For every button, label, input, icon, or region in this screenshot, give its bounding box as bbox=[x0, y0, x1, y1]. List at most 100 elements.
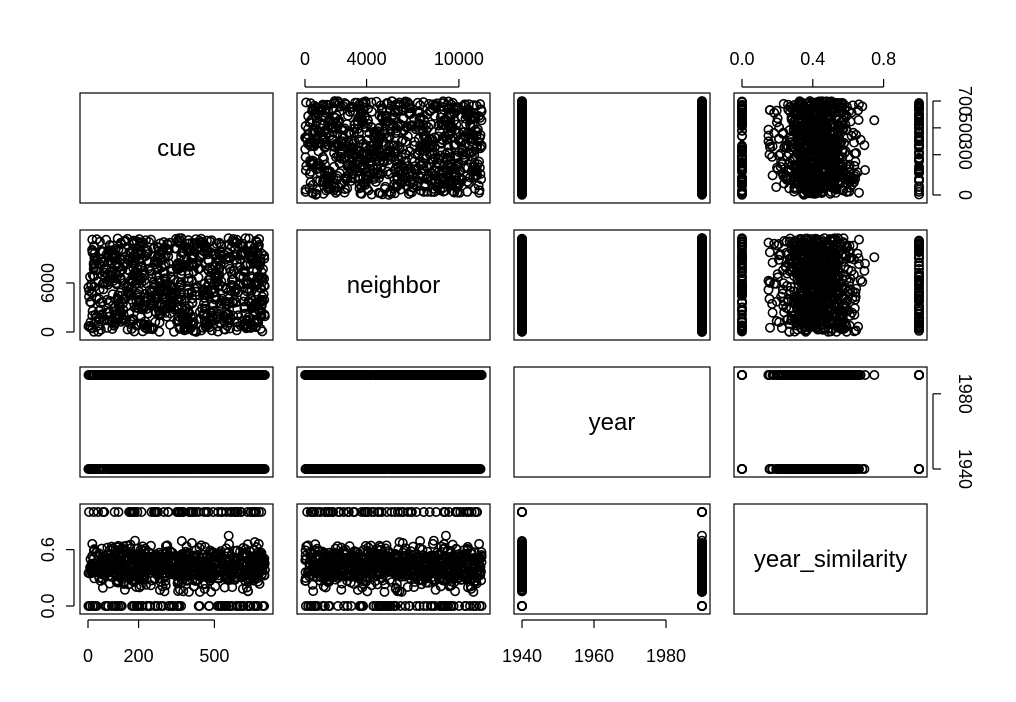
point bbox=[442, 119, 453, 130]
point bbox=[347, 149, 358, 160]
point bbox=[460, 152, 471, 163]
point bbox=[364, 128, 375, 139]
points bbox=[516, 96, 707, 200]
point bbox=[771, 182, 782, 193]
point bbox=[392, 181, 403, 192]
point bbox=[317, 115, 328, 126]
point bbox=[414, 107, 425, 118]
point bbox=[418, 158, 429, 169]
point bbox=[374, 126, 385, 137]
panel-cue-vs-year bbox=[513, 92, 711, 204]
point bbox=[365, 140, 376, 151]
point bbox=[453, 172, 464, 183]
point bbox=[363, 170, 374, 181]
point bbox=[386, 188, 397, 199]
panel-cue-vs-cue: cue bbox=[79, 92, 274, 204]
point bbox=[398, 162, 409, 173]
point bbox=[392, 174, 403, 185]
point bbox=[476, 140, 487, 151]
panel-frame bbox=[79, 92, 274, 204]
point bbox=[405, 163, 416, 174]
point bbox=[443, 159, 454, 170]
point bbox=[321, 136, 332, 147]
point bbox=[368, 164, 379, 175]
point bbox=[305, 166, 316, 177]
points bbox=[736, 96, 924, 200]
point bbox=[474, 162, 485, 173]
point bbox=[336, 141, 347, 152]
point bbox=[435, 185, 446, 196]
point bbox=[334, 168, 345, 179]
point bbox=[375, 132, 386, 143]
point bbox=[357, 117, 368, 128]
point bbox=[324, 166, 335, 177]
point bbox=[413, 177, 424, 188]
point bbox=[423, 141, 434, 152]
point bbox=[380, 181, 391, 192]
point bbox=[325, 183, 336, 194]
point bbox=[418, 114, 429, 125]
point bbox=[475, 169, 486, 180]
panel-frame bbox=[513, 229, 711, 341]
variable-label-cue: cue bbox=[157, 135, 196, 162]
point bbox=[393, 155, 404, 166]
point bbox=[336, 179, 347, 190]
point bbox=[374, 110, 385, 121]
point bbox=[301, 97, 312, 108]
point bbox=[385, 118, 396, 129]
point bbox=[475, 104, 486, 115]
point bbox=[470, 113, 481, 124]
point bbox=[344, 162, 355, 173]
point bbox=[362, 174, 373, 185]
point bbox=[362, 184, 373, 195]
point bbox=[444, 148, 455, 159]
point bbox=[300, 152, 311, 163]
point bbox=[451, 183, 462, 194]
point bbox=[428, 165, 439, 176]
points bbox=[736, 233, 924, 337]
point bbox=[366, 152, 377, 163]
point bbox=[468, 134, 479, 145]
point bbox=[869, 252, 880, 263]
point bbox=[318, 175, 329, 186]
point bbox=[309, 125, 320, 136]
point bbox=[352, 124, 363, 135]
point bbox=[459, 99, 470, 110]
point bbox=[438, 176, 449, 187]
point bbox=[334, 139, 345, 150]
point bbox=[421, 125, 432, 136]
point bbox=[421, 139, 432, 150]
point bbox=[333, 116, 344, 127]
panel-neighbor-vs-neighbor: neighbor bbox=[296, 229, 491, 341]
point bbox=[411, 165, 422, 176]
point bbox=[445, 133, 456, 144]
point bbox=[305, 177, 316, 188]
points bbox=[516, 233, 707, 337]
points bbox=[83, 233, 270, 337]
point bbox=[311, 176, 322, 187]
point bbox=[309, 100, 320, 111]
point bbox=[392, 161, 403, 172]
point bbox=[407, 182, 418, 193]
point bbox=[767, 170, 778, 181]
point bbox=[300, 186, 311, 197]
point bbox=[422, 186, 433, 197]
point bbox=[436, 120, 447, 131]
point bbox=[458, 154, 469, 165]
point bbox=[306, 187, 317, 198]
point bbox=[353, 134, 364, 145]
point bbox=[474, 187, 485, 198]
point bbox=[304, 117, 315, 128]
point bbox=[446, 180, 457, 191]
point bbox=[375, 100, 386, 111]
point bbox=[400, 136, 411, 147]
point bbox=[466, 166, 477, 177]
variable-label-neighbor: neighbor bbox=[347, 272, 440, 299]
point bbox=[450, 150, 461, 161]
panel-neighbor-vs-cue bbox=[79, 229, 274, 341]
point bbox=[448, 107, 459, 118]
point bbox=[869, 115, 880, 126]
point bbox=[336, 153, 347, 164]
point bbox=[425, 105, 436, 116]
